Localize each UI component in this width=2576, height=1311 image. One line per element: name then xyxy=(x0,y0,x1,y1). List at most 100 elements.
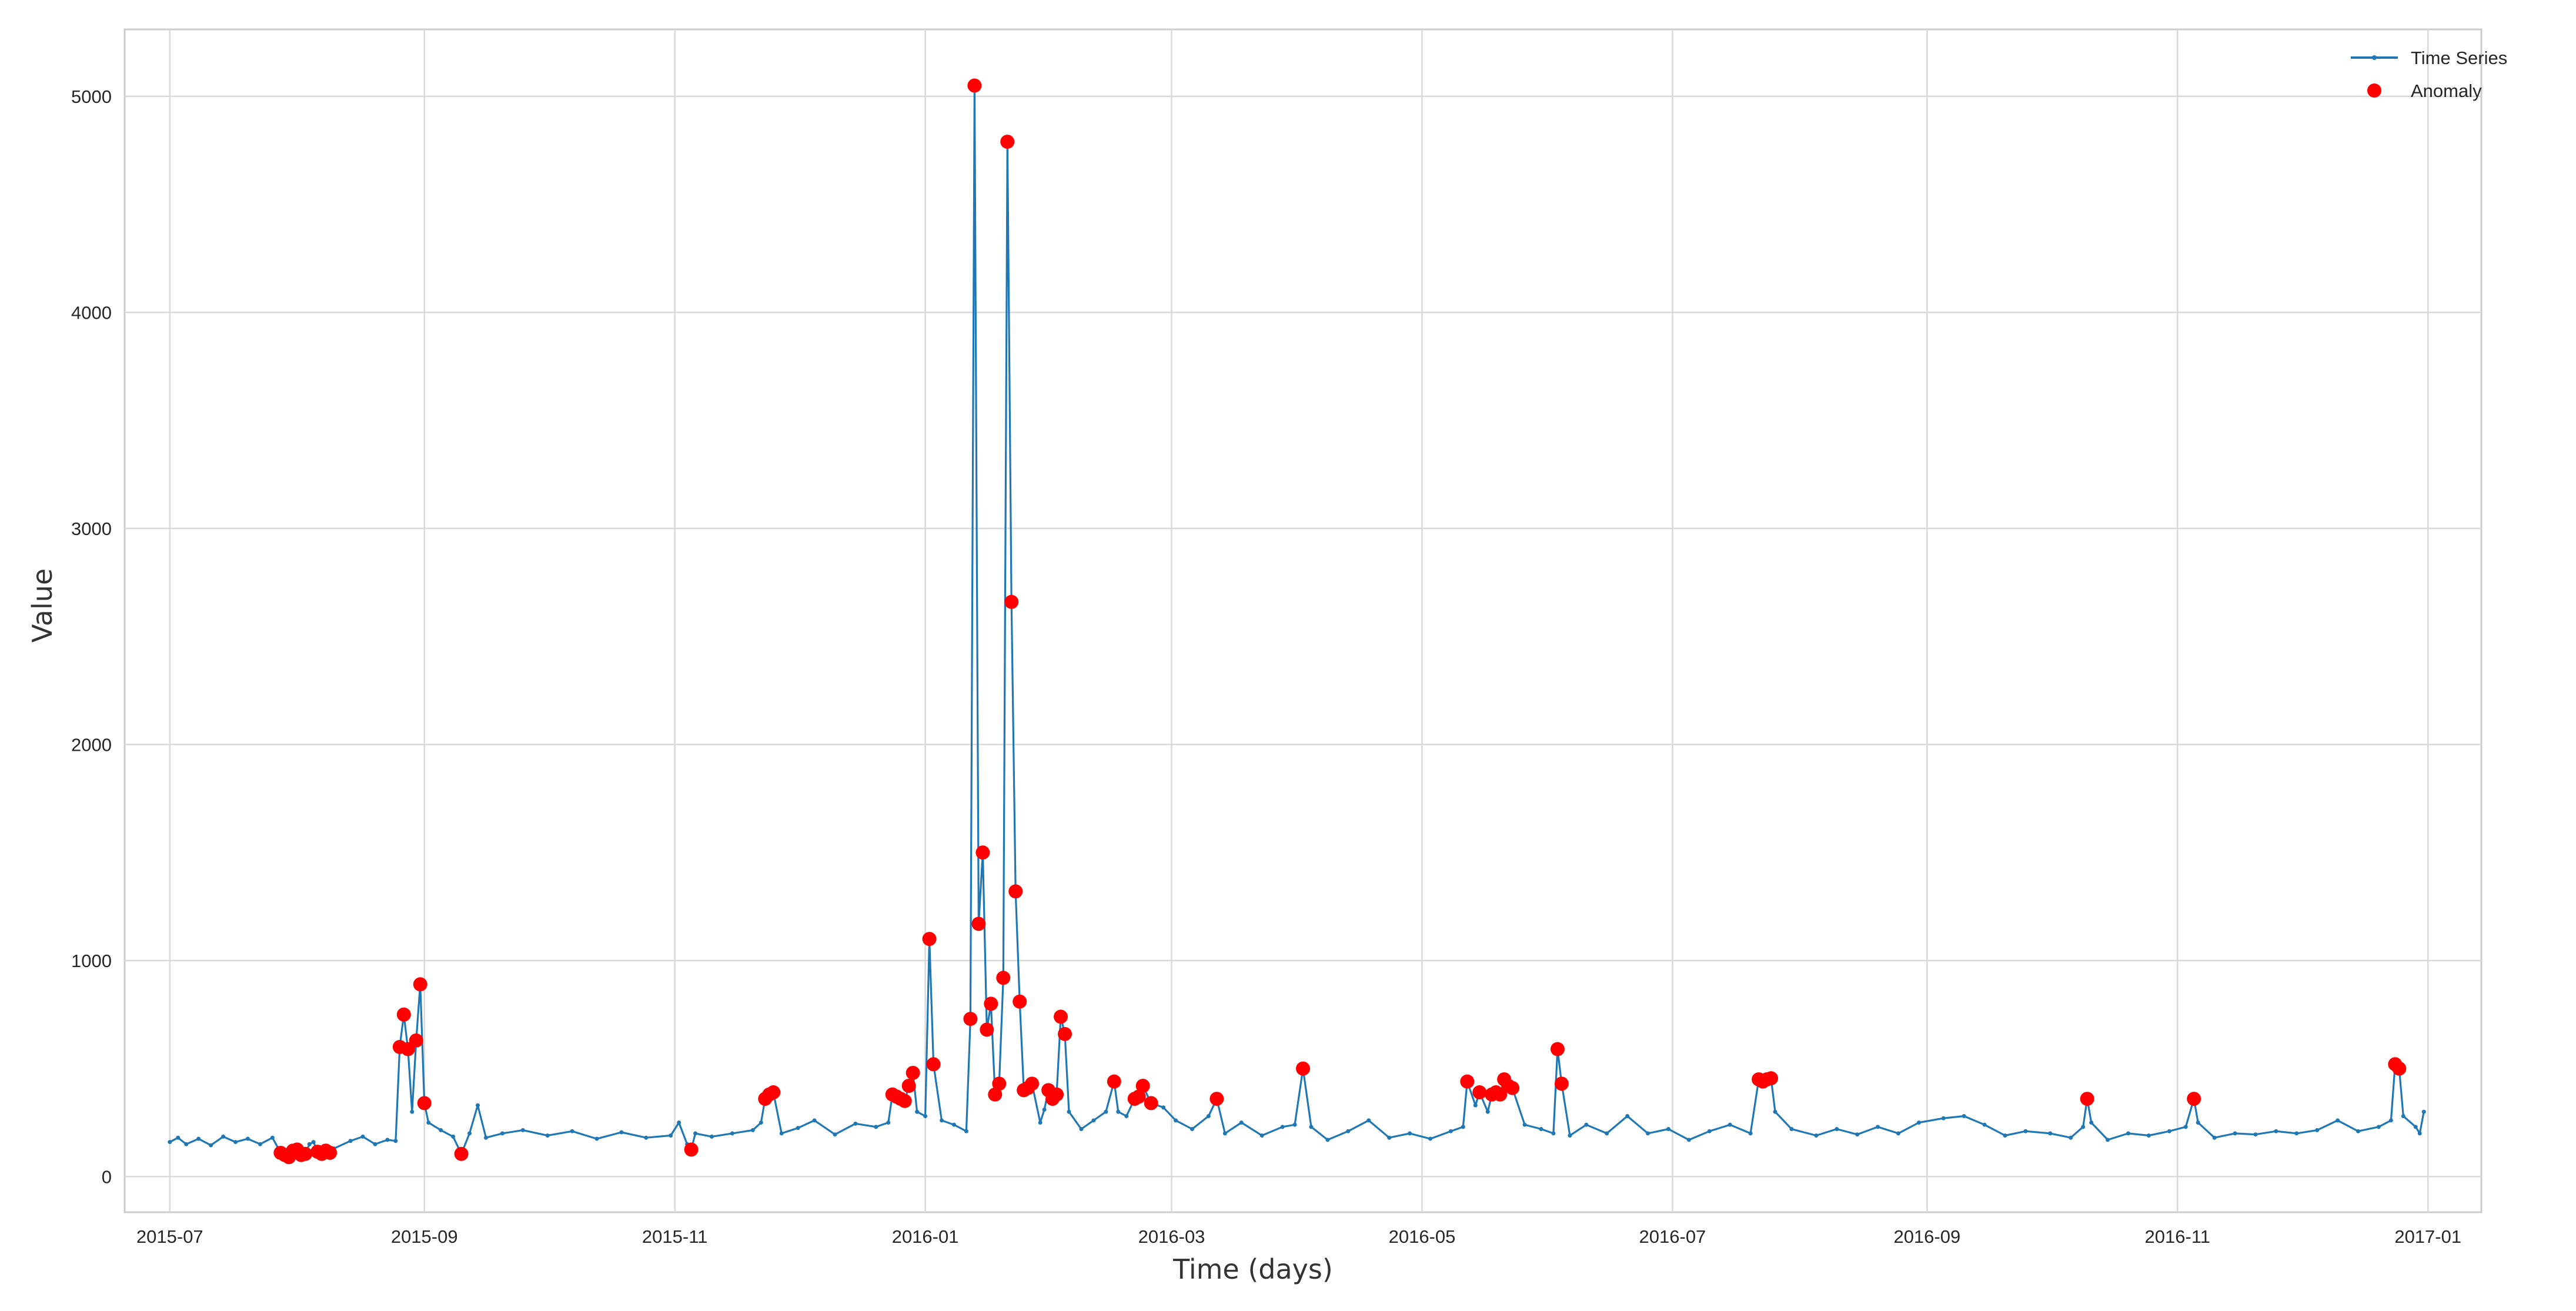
time-series-point xyxy=(1896,1131,1900,1136)
time-series-point xyxy=(1773,1109,1778,1114)
time-series-point xyxy=(779,1131,784,1136)
anomaly-point xyxy=(1764,1071,1779,1086)
time-series-point xyxy=(1042,1107,1047,1112)
time-series-point xyxy=(439,1128,443,1132)
time-series-point xyxy=(1789,1127,1794,1132)
time-series-point xyxy=(168,1140,172,1145)
anomaly-point xyxy=(897,1093,912,1108)
time-series-line xyxy=(169,84,2425,1158)
time-series-point xyxy=(1814,1133,1819,1138)
time-series-point xyxy=(2401,1113,2405,1118)
anomaly-point xyxy=(2080,1092,2094,1106)
time-series-point xyxy=(451,1134,456,1139)
time-series-point xyxy=(545,1133,550,1138)
time-series-point xyxy=(1161,1105,1166,1110)
time-series-point xyxy=(270,1135,275,1140)
anomaly-point xyxy=(2392,1061,2407,1076)
legend-label-anomaly: Anomaly xyxy=(2411,81,2482,101)
time-series-point xyxy=(1551,1131,1556,1136)
anomaly-point xyxy=(1025,1076,1040,1091)
anomaly-point xyxy=(996,971,1011,985)
legend-anomaly-swatch xyxy=(2367,83,2381,98)
anomaly-point xyxy=(1144,1096,1158,1111)
time-series-point xyxy=(1876,1125,1880,1129)
time-series-point xyxy=(476,1103,480,1108)
anomaly-point xyxy=(454,1146,469,1161)
time-series-point xyxy=(677,1120,681,1125)
time-series-point xyxy=(1485,1109,1490,1114)
x-tick-label: 2016-05 xyxy=(1389,1226,1456,1247)
time-series-point xyxy=(759,1120,763,1125)
time-series-point xyxy=(385,1138,390,1142)
anomaly-point xyxy=(1058,1026,1073,1041)
anomaly-point xyxy=(1296,1061,1310,1076)
anomaly-point xyxy=(323,1145,338,1160)
anomaly-point xyxy=(417,1096,432,1111)
y-tick-label: 4000 xyxy=(71,302,112,323)
y-tick-label: 1000 xyxy=(71,951,112,971)
anomaly-point xyxy=(901,1079,916,1093)
time-series-point xyxy=(619,1130,624,1135)
x-tick-label: 2016-11 xyxy=(2145,1226,2210,1247)
time-series-point xyxy=(2167,1129,2171,1133)
anomaly-point xyxy=(413,977,427,992)
anomaly-point xyxy=(963,1012,978,1026)
time-series-point xyxy=(1190,1127,1194,1132)
time-series-point xyxy=(1280,1125,1285,1129)
time-series-point xyxy=(1522,1122,1527,1127)
time-series-point xyxy=(1091,1118,1096,1123)
time-series-point xyxy=(1646,1131,1650,1136)
x-tick-label: 2016-03 xyxy=(1138,1226,1205,1247)
time-series-point xyxy=(796,1126,800,1131)
legend: Time Series Anomaly xyxy=(2351,48,2507,101)
anomaly-point xyxy=(992,1076,1007,1091)
time-series-point xyxy=(693,1131,698,1136)
time-series-point xyxy=(710,1134,714,1139)
time-series-point xyxy=(393,1139,398,1143)
y-tick-label: 5000 xyxy=(71,86,112,107)
time-series-point xyxy=(2417,1131,2422,1136)
time-series-point xyxy=(833,1132,837,1137)
time-series-point xyxy=(940,1118,944,1123)
anomaly-point xyxy=(1004,594,1019,609)
time-series-point xyxy=(2336,1118,2340,1123)
time-series-point xyxy=(2183,1125,2188,1129)
anomaly-point xyxy=(1460,1074,1475,1089)
time-series-point xyxy=(2294,1131,2299,1136)
time-series-point xyxy=(1982,1122,1987,1127)
y-axis-label: Value xyxy=(26,568,58,643)
anomaly-point xyxy=(2187,1092,2201,1106)
anomaly-point xyxy=(766,1085,781,1100)
time-series-point xyxy=(1584,1122,1589,1127)
time-series-point xyxy=(1686,1138,1691,1142)
time-series-point xyxy=(669,1133,673,1138)
plot-area xyxy=(123,28,2483,1213)
time-series-point xyxy=(2196,1120,2200,1125)
time-series-point xyxy=(1067,1109,1071,1114)
anomaly-point xyxy=(988,1087,1003,1102)
time-series-point xyxy=(184,1142,189,1146)
time-series-point xyxy=(874,1125,878,1129)
time-series-point xyxy=(1707,1129,1712,1133)
time-series-point xyxy=(1835,1127,1839,1132)
time-series-point xyxy=(951,1122,956,1127)
y-tick-label: 2000 xyxy=(71,734,112,755)
time-series-point xyxy=(2089,1120,2094,1125)
anomaly-point xyxy=(684,1142,699,1157)
time-series-point xyxy=(1239,1120,1244,1125)
time-series-point xyxy=(2146,1133,2151,1138)
anomaly-point xyxy=(1505,1081,1520,1095)
anomaly-point xyxy=(1050,1087,1064,1102)
time-series-point xyxy=(2315,1128,2320,1132)
y-tick-label: 3000 xyxy=(71,519,112,539)
time-series-point xyxy=(410,1109,415,1114)
time-series-point xyxy=(2081,1125,2086,1129)
time-series-point xyxy=(209,1143,213,1148)
legend-line-marker xyxy=(2372,55,2377,60)
x-tick-label: 2015-07 xyxy=(136,1226,203,1247)
time-series-point xyxy=(2023,1129,2028,1133)
time-series-point xyxy=(812,1118,817,1123)
time-series-point xyxy=(1408,1131,1412,1136)
time-series-point xyxy=(426,1120,431,1125)
